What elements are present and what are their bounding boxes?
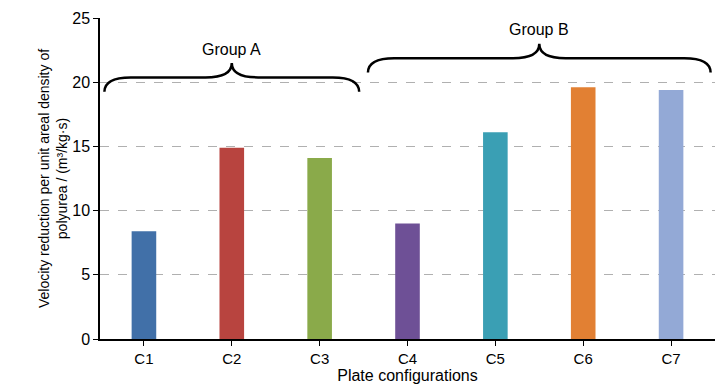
svg-text:Plate configurations: Plate configurations [337,367,478,384]
svg-text:Group A: Group A [202,41,261,58]
svg-text:C5: C5 [486,350,505,367]
svg-text:C3: C3 [310,350,329,367]
svg-text:C1: C1 [134,350,153,367]
svg-text:25: 25 [72,10,90,27]
svg-text:C2: C2 [222,350,241,367]
svg-text:10: 10 [72,202,90,219]
svg-text:15: 15 [72,138,90,155]
svg-text:C7: C7 [661,350,680,367]
svg-text:Velocity reduction per unit ar: Velocity reduction per unit areal densit… [36,49,70,308]
svg-text:C6: C6 [574,350,593,367]
svg-text:20: 20 [72,74,90,91]
svg-text:5: 5 [81,266,90,283]
svg-text:0: 0 [81,331,90,348]
svg-text:Group B: Group B [509,21,569,38]
svg-text:C4: C4 [398,350,417,367]
